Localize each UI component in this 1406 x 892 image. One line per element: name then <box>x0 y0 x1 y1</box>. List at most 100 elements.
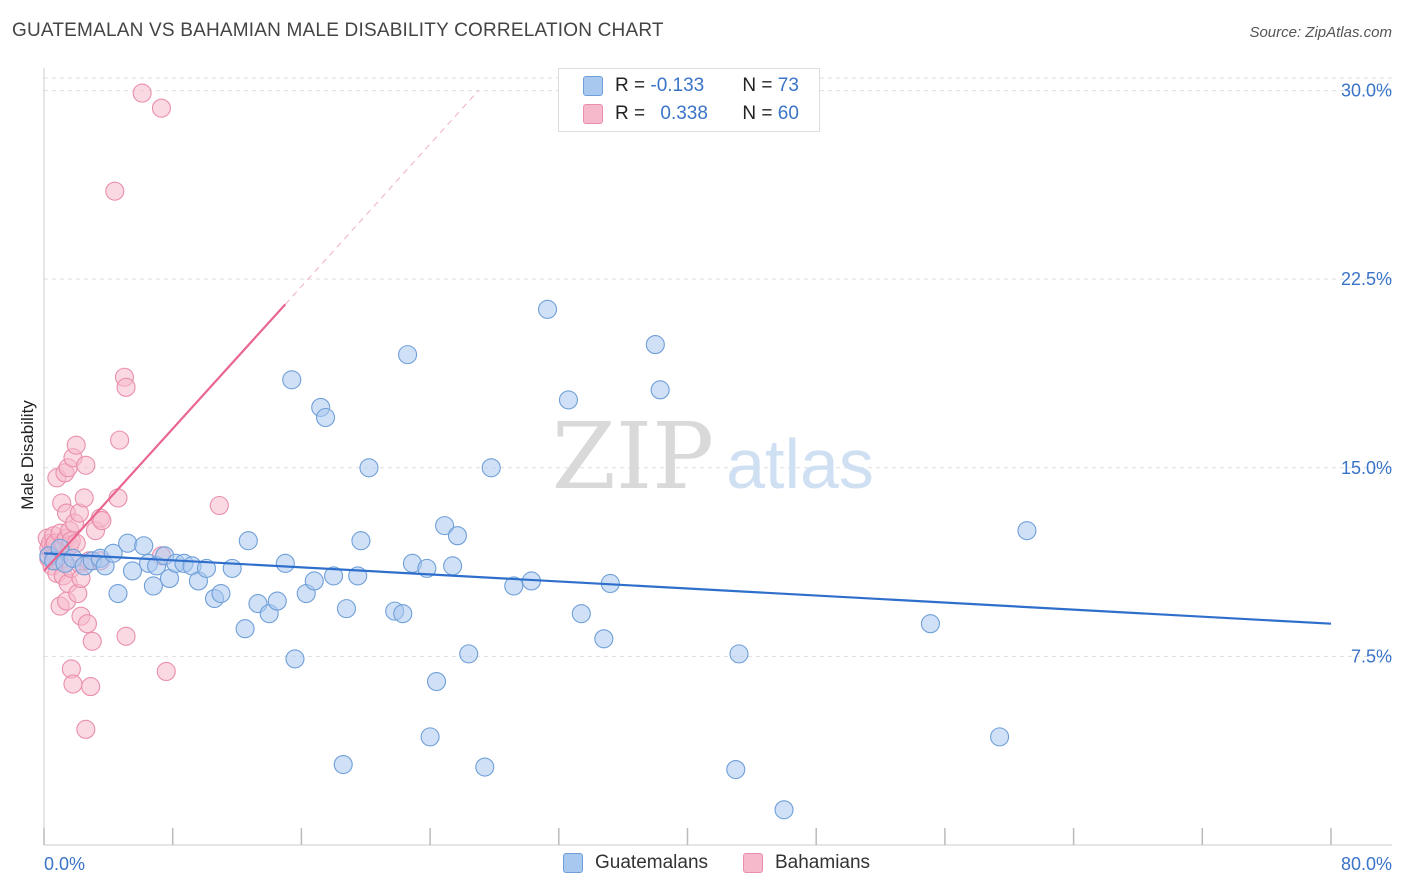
guatemalan-point <box>475 757 495 777</box>
legend-label: Guatemalans <box>595 852 709 873</box>
n-value: 60 <box>777 103 799 124</box>
bahamian-point <box>81 677 101 697</box>
bahamian-point <box>76 719 96 739</box>
legend-row-guatemalans: R = -0.133 N = 73 <box>583 74 799 98</box>
bahamian-point <box>92 511 112 531</box>
legend-row-bahamians: R = 0.338 N = 60 <box>583 102 799 126</box>
r-value: -0.133 <box>650 75 705 96</box>
trend-lines <box>43 90 1332 625</box>
legend-swatch-pink <box>583 104 603 124</box>
guatemalan-point <box>143 576 163 596</box>
guatemalan-point <box>729 644 749 664</box>
bahamian-point <box>63 674 83 694</box>
guatemalan-point <box>304 571 324 591</box>
bahamian-point <box>110 430 130 450</box>
r-label: R = <box>615 103 651 124</box>
guatemalan-point <box>443 556 463 576</box>
bahamians-trend-line <box>43 303 287 572</box>
guatemalan-point <box>222 558 242 578</box>
guatemalan-point <box>122 561 143 581</box>
legend-swatch-pink <box>743 853 763 873</box>
guatemalan-point <box>359 458 379 478</box>
guatemalan-point <box>447 526 467 546</box>
guatemalan-point <box>282 370 302 390</box>
guatemalan-point <box>134 536 154 556</box>
guatemalans-trend-line <box>43 552 1332 625</box>
bahamian-point <box>116 626 136 646</box>
y-tick-label: 7.5% <box>1351 646 1392 666</box>
guatemalan-point <box>504 576 524 596</box>
guatemalan-point <box>537 299 558 319</box>
guatemalan-point <box>235 619 255 639</box>
bahamian-point <box>105 181 125 201</box>
guatemalan-point <box>426 671 447 692</box>
guatemalan-point <box>420 727 440 747</box>
n-label: N = <box>742 103 778 124</box>
bahamian-point <box>82 631 102 651</box>
bahamian-point <box>116 377 136 397</box>
guatemalan-point <box>726 760 746 780</box>
guatemalan-point <box>435 516 455 536</box>
guatemalan-point <box>238 531 258 551</box>
r-value: 0.338 <box>660 103 708 124</box>
guatemalan-point <box>324 566 344 586</box>
n-value: 73 <box>777 75 799 96</box>
guatemalan-point <box>285 649 305 669</box>
axes <box>43 68 1392 846</box>
grid-lines <box>44 77 1392 657</box>
bahamian-point <box>108 488 128 508</box>
bahamian-point <box>132 83 152 103</box>
guatemalan-point <box>990 727 1010 747</box>
guatemalan-point <box>1017 521 1037 541</box>
series-legend: Guatemalans Bahamians <box>0 852 1406 876</box>
legend-label: Bahamians <box>775 852 871 873</box>
y-tick-label: 30.0% <box>1341 81 1392 101</box>
guatemalan-point <box>459 644 479 664</box>
guatemalan-point <box>211 583 231 604</box>
guatemalan-point <box>196 558 217 578</box>
chart-title: GUATEMALAN VS BAHAMIAN MALE DISABILITY C… <box>12 20 664 41</box>
bahamian-point <box>74 488 94 508</box>
guatemalan-point <box>108 583 128 604</box>
x-tick-label: 80.0% <box>1341 854 1392 874</box>
r-label: R = <box>615 75 651 96</box>
bahamian-point <box>209 495 229 516</box>
legend-swatch-blue <box>583 76 603 96</box>
y-tick-label: 22.5% <box>1341 269 1392 289</box>
tick-labels: 7.5% 15.0% 22.5% 30.0% 0.0% 80.0% <box>44 81 1392 874</box>
watermark-zip: ZIP <box>552 403 714 510</box>
bahamian-point <box>76 455 96 475</box>
source-label: Source: ZipAtlas.com <box>1249 24 1392 41</box>
guatemalan-point <box>393 604 413 624</box>
bahamians-points <box>37 83 229 739</box>
legend-item-guatemalans[interactable]: Guatemalans <box>563 852 708 874</box>
guatemalan-point <box>336 599 356 619</box>
legend-item-bahamians[interactable]: Bahamians <box>743 852 870 874</box>
guatemalan-point <box>118 533 138 553</box>
bahamian-point <box>156 661 176 682</box>
guatemalan-point <box>417 558 437 578</box>
legend-swatch-blue <box>563 853 583 873</box>
bahamian-point <box>77 614 97 634</box>
guatemalan-point <box>571 604 591 624</box>
watermark-atlas: atlas <box>726 425 874 503</box>
guatemalan-point <box>481 458 501 478</box>
y-tick-label: 15.0% <box>1341 458 1392 478</box>
guatemalan-point <box>594 629 614 649</box>
guatemalan-point <box>920 614 940 634</box>
guatemalan-point <box>558 390 579 410</box>
guatemalan-point <box>645 335 665 355</box>
guatemalans-points <box>39 299 1037 820</box>
bahamians-trend-extension <box>284 90 479 305</box>
guatemalan-point <box>774 800 794 820</box>
bahamian-point <box>151 98 171 118</box>
guatemalan-point <box>333 754 353 775</box>
guatemalan-point <box>351 531 371 551</box>
n-label: N = <box>742 75 778 96</box>
correlation-legend: R = -0.133 N = 73 R = 0.338 N = 60 <box>558 68 820 132</box>
guatemalan-point <box>650 380 670 400</box>
watermark: ZIP atlas <box>552 403 874 510</box>
x-tick-label: 0.0% <box>44 854 85 874</box>
guatemalan-point <box>398 345 418 365</box>
